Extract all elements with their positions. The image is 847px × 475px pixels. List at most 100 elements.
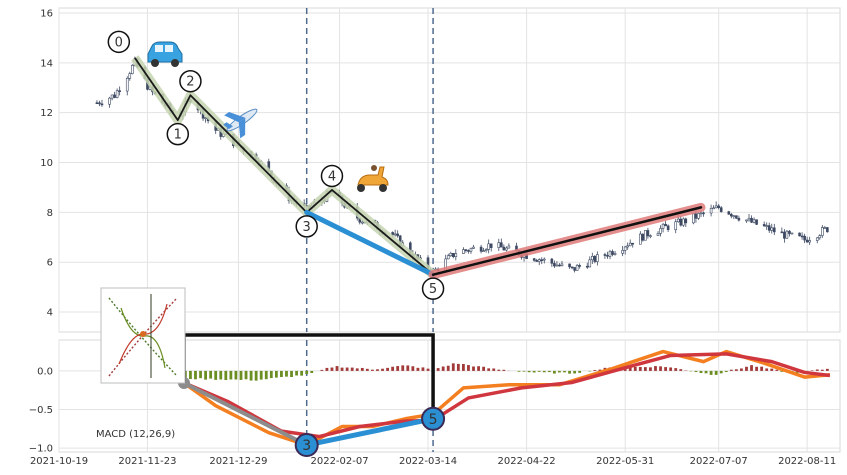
price-y-tick-label: 12 xyxy=(40,108,53,119)
wave-label-3: 3 xyxy=(303,220,311,235)
macd-histogram-bar xyxy=(593,370,596,371)
x-tick-label: 2021-10-19 xyxy=(30,456,88,467)
x-tick-label: 2021-12-29 xyxy=(209,456,267,467)
macd-histogram-bar xyxy=(770,369,773,371)
candle-body xyxy=(647,230,649,235)
macd-histogram-bar xyxy=(371,370,374,371)
candle-body xyxy=(467,250,469,251)
macd-histogram-bar xyxy=(518,371,521,372)
price-y-tick-label: 10 xyxy=(40,158,53,169)
macd-histogram-bar xyxy=(341,368,344,371)
macd-histogram-bar xyxy=(558,371,561,373)
candle-body xyxy=(604,255,606,256)
candle-body xyxy=(748,218,750,220)
x-tick-label: 2021-11-23 xyxy=(118,456,176,467)
macd-histogram-bar xyxy=(452,363,455,371)
macd-histogram-bar xyxy=(634,367,637,371)
macd-histogram-bar xyxy=(715,371,718,375)
candle-body xyxy=(101,104,103,105)
scooter-wheel xyxy=(379,184,387,192)
macd-histogram-bar xyxy=(366,369,369,371)
macd-histogram-bar xyxy=(336,366,339,371)
macd-histogram-bar xyxy=(826,369,829,371)
macd-marker-label-5: 5 xyxy=(429,412,438,428)
macd-histogram-bar xyxy=(679,369,682,371)
candle-body xyxy=(98,103,100,104)
macd-histogram-bar xyxy=(533,371,536,373)
macd-histogram-bar xyxy=(280,371,283,377)
candle-body xyxy=(465,250,467,251)
candle-body xyxy=(622,250,624,253)
macd-histogram-bar xyxy=(381,369,384,371)
macd-histogram-bar xyxy=(331,368,334,371)
macd-histogram-bar xyxy=(209,371,212,379)
candle-body xyxy=(579,265,581,266)
candle-body xyxy=(606,255,608,256)
candle-body xyxy=(480,247,482,251)
macd-histogram-bar xyxy=(396,366,399,371)
macd-histogram-bar xyxy=(401,365,404,371)
x-tick-label: 2022-07-07 xyxy=(690,456,748,467)
candle-body xyxy=(394,234,396,235)
macd-histogram-bar xyxy=(204,371,207,380)
macd-histogram-bar xyxy=(214,371,217,380)
candle-body xyxy=(806,240,808,242)
candle-body xyxy=(816,238,818,241)
macd-histogram-bar xyxy=(775,370,778,371)
candle-body xyxy=(131,65,133,73)
candle-body xyxy=(500,243,502,247)
macd-histogram-bar xyxy=(740,368,743,370)
macd-histogram-bar xyxy=(300,371,303,376)
candle-body xyxy=(639,234,641,244)
macd-histogram-bar xyxy=(573,371,576,374)
candle-body xyxy=(569,264,571,267)
candle-body xyxy=(561,264,563,266)
car-window xyxy=(155,45,163,52)
macd-histogram-bar xyxy=(649,367,652,371)
candle-body xyxy=(574,267,576,270)
macd-histogram-bar xyxy=(735,369,738,371)
macd-marker-label-3: 3 xyxy=(302,438,311,454)
candle-body xyxy=(462,250,464,254)
macd-histogram-bar xyxy=(523,371,526,372)
macd-histogram-bar xyxy=(477,366,480,371)
wave-diagram-icon xyxy=(101,288,185,383)
macd-histogram-bar xyxy=(442,367,445,371)
macd-histogram-bar xyxy=(447,366,450,371)
candle-body xyxy=(642,234,644,240)
candle-body xyxy=(662,224,664,228)
candle-body xyxy=(505,248,507,250)
candle-body xyxy=(682,219,684,225)
macd-histogram-bar xyxy=(462,364,465,371)
candle-body xyxy=(700,213,702,214)
macd-histogram-bar xyxy=(290,371,293,377)
candle-body xyxy=(558,265,560,266)
candle-body xyxy=(751,218,753,222)
candle-body xyxy=(713,208,715,209)
candle-body xyxy=(753,220,755,223)
candle-body xyxy=(783,232,785,238)
macd-histogram-bar xyxy=(760,367,763,371)
macd-histogram-bar xyxy=(644,367,647,371)
macd-histogram-bar xyxy=(482,367,485,371)
candle-body xyxy=(596,255,598,262)
candle-body xyxy=(629,243,631,246)
macd-histogram-bar xyxy=(765,368,768,370)
candle-body xyxy=(470,248,472,251)
candle-body xyxy=(738,218,740,220)
macd-histogram-bar xyxy=(391,367,394,371)
candle-body xyxy=(624,247,626,250)
macd-histogram-bar xyxy=(664,367,667,371)
candle-body xyxy=(697,213,699,218)
candle-body xyxy=(680,219,682,225)
candle-body xyxy=(773,228,775,232)
macd-y-tick-label: 0.0 xyxy=(37,366,53,377)
candle-body xyxy=(819,236,821,238)
candle-body xyxy=(114,95,116,98)
macd-histogram-bar xyxy=(669,367,672,370)
macd-histogram-bar xyxy=(720,371,723,373)
candle-body xyxy=(677,219,679,222)
x-tick-label: 2022-03-14 xyxy=(399,456,457,467)
macd-histogram-bar xyxy=(588,371,591,372)
